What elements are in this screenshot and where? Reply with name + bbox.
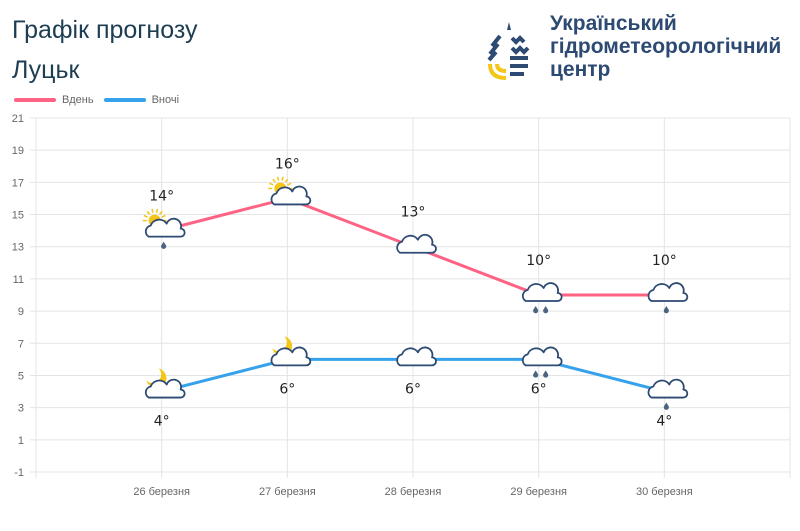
x-tick-label: 28 березня (385, 486, 442, 498)
org-name: Український гідрометеорологічний центр (550, 12, 781, 81)
moon-cloudy-icon (144, 368, 186, 399)
x-tick-label: 30 березня (636, 486, 693, 498)
y-tick-label: 11 (13, 274, 24, 286)
cloudy-icon (396, 233, 437, 254)
sun-ray (272, 178, 276, 183)
org-line: Український (550, 12, 677, 35)
y-tick-label: 15 (12, 210, 24, 222)
y-tick-label: 17 (12, 177, 24, 189)
city-name: Луцьк (12, 56, 80, 84)
sun-ray (269, 182, 274, 186)
legend: Вдень Вночі (14, 94, 179, 106)
sun-ray (287, 182, 292, 186)
y-tick-label: 3 (18, 403, 24, 415)
moon-cloudy-icon (270, 336, 312, 367)
data-label: 13° (401, 205, 426, 221)
cloud-shape (144, 217, 186, 238)
y-tick-label: 21 (12, 113, 24, 125)
x-tick-label: 27 березня (259, 486, 316, 498)
cloudy-light-rain-icon (647, 282, 689, 314)
legend-swatch-night[interactable] (103, 98, 146, 102)
sun-ray (146, 210, 151, 215)
data-label: 6° (531, 381, 547, 397)
cloud-shape (521, 346, 563, 367)
data-label: 4° (656, 414, 672, 430)
y-tick-label: 13 (12, 242, 24, 254)
sun-icon (142, 208, 167, 222)
ugc-logo-icon (487, 22, 530, 80)
cloudy-icon (396, 346, 437, 367)
partly-cloudy-icon (268, 176, 312, 206)
raindrop-icon (663, 402, 669, 410)
sun-ray (155, 208, 159, 214)
org-line: гідрометеорологічний (550, 35, 782, 58)
legend-swatch-day[interactable] (14, 98, 56, 102)
raindrop-icon (543, 370, 549, 378)
data-label: 10° (526, 253, 551, 269)
cloud-shape (647, 378, 689, 399)
sun-ray (281, 176, 284, 181)
legend-label-night[interactable]: Вночі (151, 94, 180, 106)
cloud-shape (647, 282, 689, 302)
cloudy-light-rain-icon (647, 378, 689, 410)
legend-label-day[interactable]: Вдень (62, 94, 94, 106)
cloud-shape (144, 378, 186, 399)
sun-ray (161, 214, 166, 218)
data-label: 6° (279, 381, 295, 397)
raindrop-icon (533, 370, 539, 378)
y-tick-label: 9 (18, 306, 24, 318)
raindrop-icon (663, 306, 669, 314)
cloud-shape (396, 346, 437, 367)
y-tick-label: 5 (18, 370, 24, 382)
y-tick-label: 19 (12, 145, 24, 157)
sun-ray (284, 178, 289, 183)
data-label: 14° (149, 189, 174, 205)
cloud-shape (270, 346, 312, 367)
sun-ray (276, 176, 280, 181)
y-tick-label: -1 (14, 467, 24, 479)
cloud-shape (270, 185, 312, 206)
page-title: Графік прогнозу (12, 16, 198, 44)
data-label: 10° (652, 253, 677, 269)
raindrop-icon (533, 306, 539, 314)
cloud-shape (396, 233, 437, 254)
sun-ray (143, 214, 148, 218)
y-tick-label: 7 (18, 338, 24, 350)
data-label: 16° (275, 156, 300, 172)
data-label: 6° (405, 381, 421, 397)
x-tick-label: 26 березня (133, 486, 190, 498)
org-line: центр (550, 58, 611, 81)
y-tick-label: 1 (18, 435, 24, 447)
raindrop-icon (543, 306, 549, 314)
cloudy-rain-icon (521, 346, 563, 378)
cloud-shape (521, 282, 563, 302)
data-label: 4° (154, 414, 170, 430)
cloudy-rain-icon (521, 282, 563, 314)
x-tick-label: 29 березня (510, 486, 567, 498)
sun-ray (151, 208, 154, 214)
sun-ray (159, 210, 163, 215)
partly-cloudy-light-rain-icon (142, 208, 186, 249)
raindrop-icon (161, 241, 167, 249)
